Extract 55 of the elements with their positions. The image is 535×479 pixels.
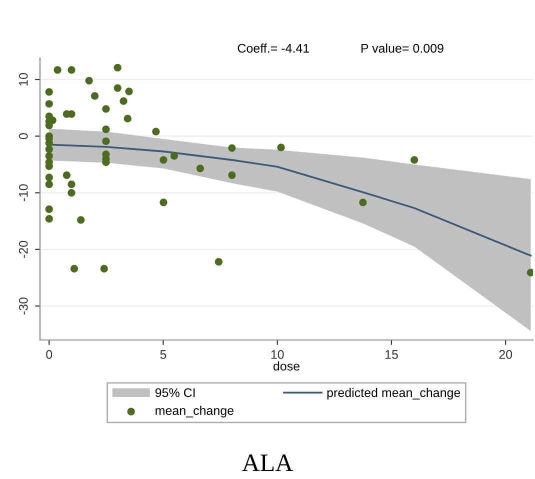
point (102, 105, 110, 113)
x-tick-label: 5 (160, 350, 166, 359)
point (214, 258, 223, 266)
text: Coeff.= -4.41 (238, 44, 309, 53)
point (68, 180, 76, 188)
point (70, 264, 78, 272)
text: P value= 0.009 (361, 44, 444, 53)
point (90, 92, 99, 100)
point (45, 88, 53, 96)
point (85, 76, 93, 84)
point (170, 152, 178, 160)
point (228, 144, 236, 152)
point (102, 126, 110, 134)
point (124, 114, 132, 122)
point (45, 180, 53, 188)
point (68, 66, 76, 74)
point (526, 268, 533, 276)
y-tick-label: -20 (18, 240, 28, 258)
legend-label: predicted mean_change (327, 388, 460, 400)
text: ALA (242, 454, 294, 472)
point (45, 100, 53, 108)
point (160, 198, 168, 206)
point (45, 205, 53, 213)
point (410, 156, 418, 164)
point (359, 198, 367, 206)
point (196, 164, 204, 172)
point (120, 97, 128, 105)
y-tick-label: -10 (18, 184, 28, 202)
text: 95% CI (155, 388, 195, 398)
point (114, 64, 122, 72)
y-tick-label: 0 (18, 133, 28, 140)
point (45, 215, 53, 223)
x-tick-label: 20 (499, 350, 512, 359)
point (125, 88, 133, 96)
point (54, 66, 62, 74)
point (62, 171, 71, 180)
x-tick-label: 10 (271, 350, 284, 359)
point (277, 144, 285, 152)
point (77, 216, 85, 224)
point (160, 156, 168, 164)
y-tick-label: 10 (18, 73, 28, 86)
point (100, 264, 108, 272)
point (152, 128, 160, 136)
x-tick-label: 15 (385, 350, 398, 359)
point (45, 145, 53, 153)
point (114, 84, 122, 92)
point (68, 188, 76, 197)
point (45, 152, 53, 160)
legend-label: mean_change (156, 406, 234, 418)
point (45, 174, 53, 182)
point (102, 137, 110, 146)
y-tick-label: -30 (18, 297, 28, 314)
point (228, 171, 236, 180)
x-axis-title: dose (273, 361, 300, 371)
x-tick-label: 0 (46, 350, 52, 359)
